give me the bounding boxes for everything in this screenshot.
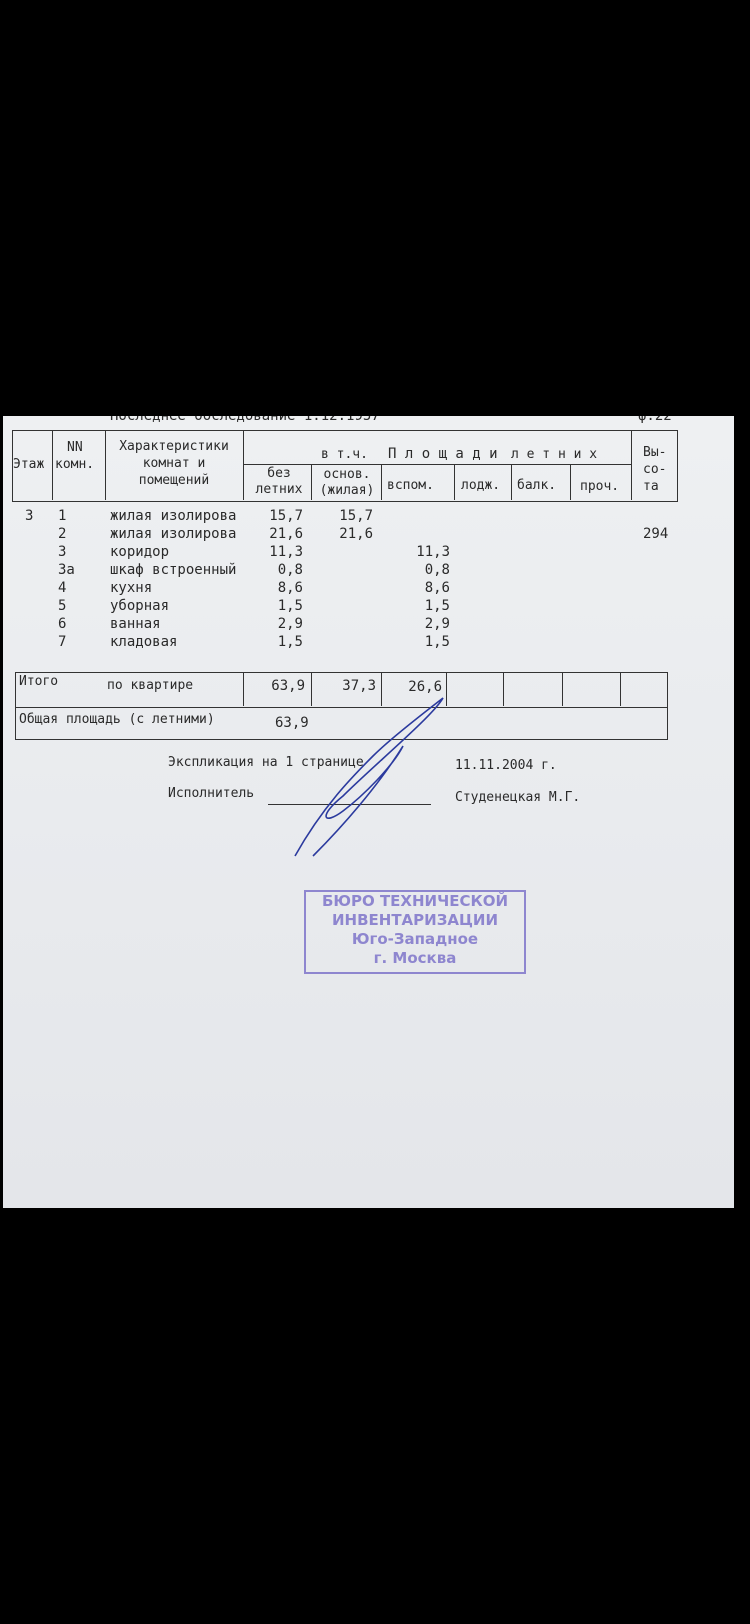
row-num: 7 [58, 634, 67, 650]
row-num: 3 [58, 544, 67, 560]
signature-line [268, 804, 431, 805]
totals-label: Итого [19, 674, 59, 689]
col-height: Вы- со- та [643, 445, 667, 494]
stamp-line: Юго-Западное [351, 930, 479, 948]
row-total: 1,5 [277, 598, 303, 614]
row-name: шкаф встроенный [110, 562, 237, 578]
row-aux: 1,5 [424, 634, 450, 650]
overall-value: 63,9 [275, 715, 309, 731]
row-num: 1 [58, 508, 67, 524]
row-total: 2,9 [277, 616, 303, 632]
col-floor: Этаж [13, 457, 45, 472]
document-page: Последнее обследование 1.12.1957 ф.22 Эт… [3, 416, 734, 1208]
row-main: 21,6 [339, 526, 373, 542]
col-summer: л е т н и х [511, 447, 598, 462]
totals-main: 37,3 [342, 678, 376, 694]
row-name: кухня [110, 580, 153, 596]
row-aux: 0,8 [424, 562, 450, 578]
row-name: коридор [110, 544, 170, 560]
totals-sublabel: по квартире [107, 678, 194, 693]
row-total: 11,3 [269, 544, 303, 560]
survey-date: Последнее обследование 1.12.1957 [110, 416, 380, 424]
stamp-line: БЮРО ТЕХНИЧЕСКОЙ [321, 892, 509, 910]
col-main: основ. (жилая) [319, 467, 375, 498]
stamp-line: г. Москва [373, 949, 457, 967]
row-name: жилая изолирова [110, 508, 237, 524]
overall-row [15, 706, 668, 740]
row-main: 15,7 [339, 508, 373, 524]
row-aux: 11,3 [416, 544, 450, 560]
row-num: 6 [58, 616, 67, 632]
row-num: 3а [58, 562, 75, 578]
document-date: 11.11.2004 г. [455, 758, 557, 773]
row-aux: 2,9 [424, 616, 450, 632]
totals-aux: 26,6 [408, 679, 442, 695]
signature [294, 697, 444, 857]
row-name: жилая изолирова [110, 526, 237, 542]
row-num: 4 [58, 580, 67, 596]
row-total: 21,6 [269, 526, 303, 542]
row-name: ванная [110, 616, 161, 632]
stamp-line: ИНВЕНТАРИЗАЦИИ [331, 911, 499, 929]
totals-total: 63,9 [271, 678, 305, 694]
explication-text: Экспликация на 1 странице [168, 755, 364, 770]
executor-name: Студенецкая М.Г. [455, 790, 581, 805]
row-num: 5 [58, 598, 67, 614]
row-total: 1,5 [277, 634, 303, 650]
form-number: ф.22 [638, 416, 672, 424]
row-aux: 8,6 [424, 580, 450, 596]
bti-stamp: БЮРО ТЕХНИЧЕСКОЙ ИНВЕНТАРИЗАЦИИ Юго-Запа… [304, 890, 526, 974]
col-description: Характеристики комнат и помещений [119, 439, 229, 488]
row-num: 2 [58, 526, 67, 542]
col-without-summer: без летних [255, 466, 303, 497]
floor-value: 3 [25, 508, 34, 524]
row-total: 8,6 [277, 580, 303, 596]
overall-label: Общая площадь (с летними) [19, 712, 215, 727]
col-loggia: лодж. [461, 478, 501, 493]
height-value: 294 [643, 526, 669, 542]
col-incl: в т.ч. [321, 447, 368, 462]
col-areas: П л о щ а д и [388, 446, 498, 462]
table-header [12, 430, 678, 502]
col-num-top: NN [67, 440, 83, 455]
row-total: 15,7 [269, 508, 303, 524]
executor-label: Исполнитель [168, 786, 255, 801]
row-name: кладовая [110, 634, 178, 650]
col-other: проч. [580, 479, 620, 494]
row-total: 0,8 [277, 562, 303, 578]
totals-row [15, 672, 668, 708]
col-balcony: балк. [517, 478, 557, 493]
row-aux: 1,5 [424, 598, 450, 614]
col-num-bottom: комн. [55, 457, 95, 472]
col-aux: вспом. [387, 478, 434, 493]
row-name: уборная [110, 598, 170, 614]
